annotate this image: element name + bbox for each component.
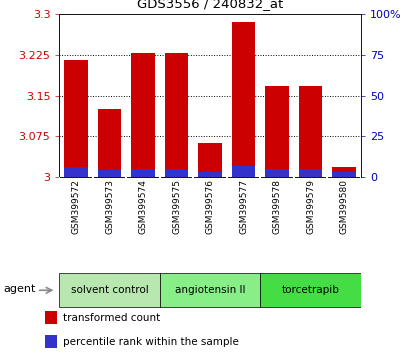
Bar <box>332 167 355 177</box>
Bar <box>98 109 121 177</box>
Bar <box>265 86 288 177</box>
FancyBboxPatch shape <box>59 273 160 307</box>
Text: solvent control: solvent control <box>71 285 148 295</box>
Bar <box>231 166 255 177</box>
Bar <box>164 169 188 177</box>
FancyBboxPatch shape <box>160 273 260 307</box>
Text: GSM399572: GSM399572 <box>72 179 81 234</box>
Bar <box>265 169 288 177</box>
Bar <box>332 172 355 177</box>
Bar <box>98 171 121 177</box>
Bar <box>198 172 221 177</box>
Bar <box>45 335 56 348</box>
Text: torcetrapib: torcetrapib <box>281 285 339 295</box>
Text: GSM399580: GSM399580 <box>339 179 348 234</box>
Text: GSM399573: GSM399573 <box>105 179 114 234</box>
Text: GSM399578: GSM399578 <box>272 179 281 234</box>
Text: agent: agent <box>3 284 35 293</box>
Bar <box>45 311 56 324</box>
Text: percentile rank within the sample: percentile rank within the sample <box>63 337 238 348</box>
Text: GSM399579: GSM399579 <box>306 179 314 234</box>
FancyBboxPatch shape <box>260 273 360 307</box>
Bar <box>64 60 88 177</box>
Bar <box>164 53 188 177</box>
Bar <box>231 22 255 177</box>
Text: transformed count: transformed count <box>63 313 160 323</box>
Bar <box>298 86 321 177</box>
Bar <box>298 169 321 177</box>
Bar <box>131 53 155 177</box>
Title: GDS3556 / 240832_at: GDS3556 / 240832_at <box>137 0 283 10</box>
Text: GSM399577: GSM399577 <box>238 179 247 234</box>
Bar <box>64 167 88 177</box>
Text: GSM399576: GSM399576 <box>205 179 214 234</box>
Text: GSM399574: GSM399574 <box>138 179 147 234</box>
Text: angiotensin II: angiotensin II <box>175 285 245 295</box>
Text: GSM399575: GSM399575 <box>172 179 181 234</box>
Bar <box>131 169 155 177</box>
Bar <box>198 143 221 177</box>
